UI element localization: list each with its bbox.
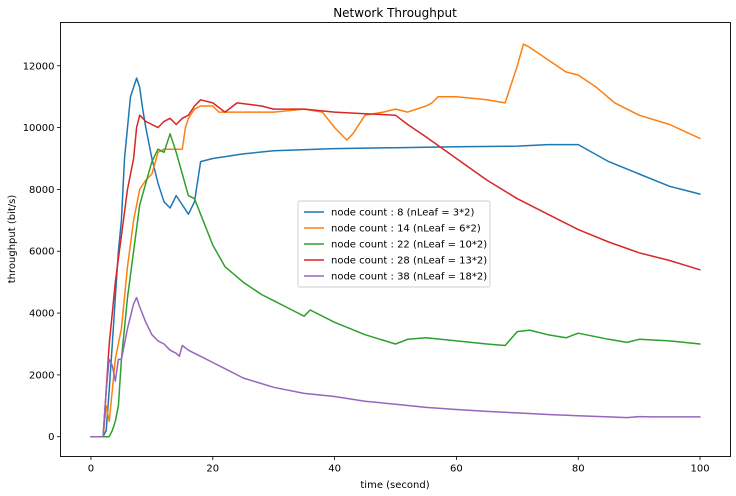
x-axis-ticks: 0 20 40 60 80 100 <box>88 456 710 475</box>
series-line-5 <box>90 296 701 438</box>
y-axis-title: throughput (bit/s) <box>7 195 18 284</box>
x-tick-label: 40 <box>328 464 341 475</box>
x-tick-label: 80 <box>572 464 585 475</box>
x-tick-label: 20 <box>206 464 219 475</box>
y-tick-label: 8000 <box>29 185 54 196</box>
y-tick-label: 4000 <box>29 309 54 320</box>
series-line-1 <box>90 77 701 438</box>
x-axis-title: time (second) <box>360 480 429 491</box>
legend-label-2: node count : 14 (nLeaf = 6*2) <box>331 224 481 235</box>
y-tick-label: 2000 <box>29 370 54 381</box>
series-line-4 <box>90 99 701 438</box>
series-layer <box>90 43 701 438</box>
y-axis-ticks: 0 2000 4000 6000 8000 10000 12000 <box>23 61 61 443</box>
x-tick-label: 0 <box>88 464 94 475</box>
series-line-3 <box>90 133 701 438</box>
chart-title: Network Throughput <box>333 6 457 20</box>
y-tick-label: 0 <box>48 432 54 443</box>
legend-label-5: node count : 38 (nLeaf = 18*2) <box>331 272 487 283</box>
x-tick-label: 100 <box>690 464 709 475</box>
x-tick-label: 60 <box>450 464 463 475</box>
y-tick-label: 10000 <box>23 123 55 134</box>
legend-label-1: node count : 8 (nLeaf = 3*2) <box>331 208 475 219</box>
legend-box <box>297 200 491 288</box>
legend-label-3: node count : 22 (nLeaf = 10*2) <box>331 240 487 251</box>
y-tick-label: 6000 <box>29 247 54 258</box>
legend-label-4: node count : 28 (nLeaf = 13*2) <box>331 256 487 267</box>
series-line-2 <box>90 43 701 438</box>
y-tick-label: 12000 <box>23 61 55 72</box>
plot-frame <box>60 22 731 457</box>
legend: node count : 8 (nLeaf = 3*2) node count :… <box>297 200 491 288</box>
